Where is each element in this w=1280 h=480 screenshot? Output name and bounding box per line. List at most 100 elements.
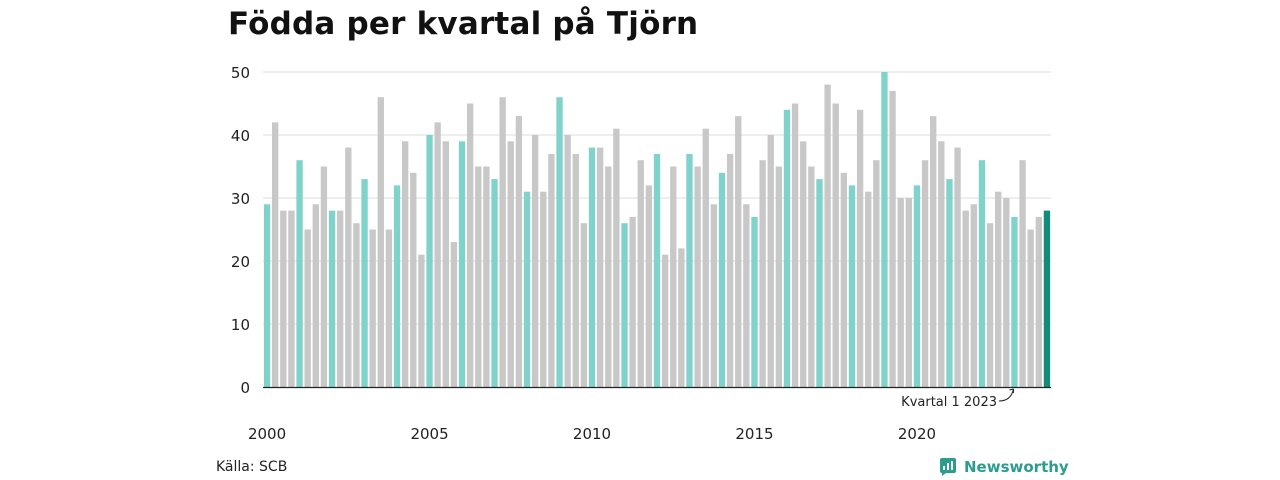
bar bbox=[483, 166, 490, 387]
bar bbox=[759, 160, 766, 387]
bar bbox=[978, 160, 986, 387]
bar bbox=[580, 223, 588, 387]
x-tick-label: 2015 bbox=[735, 425, 773, 443]
bar bbox=[337, 210, 344, 387]
bar bbox=[897, 198, 904, 387]
bar bbox=[491, 179, 498, 387]
bar bbox=[466, 103, 474, 387]
brand-logo[interactable]: Newsworthy bbox=[938, 456, 1069, 478]
bar bbox=[678, 248, 685, 387]
bar bbox=[743, 204, 750, 387]
bar bbox=[515, 116, 523, 387]
bar bbox=[954, 147, 961, 387]
bar bbox=[832, 103, 839, 387]
bar bbox=[865, 191, 872, 387]
bar bbox=[718, 172, 726, 387]
bar bbox=[1003, 198, 1010, 387]
bar bbox=[905, 198, 913, 387]
bar bbox=[808, 166, 815, 387]
bar bbox=[735, 116, 742, 387]
bar bbox=[791, 103, 799, 387]
bar bbox=[1043, 210, 1051, 387]
bar bbox=[385, 229, 393, 387]
bar bbox=[588, 147, 596, 387]
bar bbox=[605, 166, 612, 387]
bar bbox=[1011, 216, 1018, 387]
bar bbox=[312, 204, 319, 387]
bar bbox=[426, 135, 433, 387]
x-tick-label: 2020 bbox=[898, 425, 936, 443]
bar bbox=[1019, 160, 1026, 387]
annotation-arrowhead bbox=[1009, 388, 1014, 393]
bar bbox=[783, 109, 791, 388]
bar bbox=[873, 160, 880, 387]
chart-title: Födda per kvartal på Tjörn bbox=[228, 6, 699, 42]
bar bbox=[1035, 216, 1042, 387]
bar bbox=[548, 153, 555, 387]
bar bbox=[889, 90, 896, 388]
bar bbox=[320, 166, 328, 387]
annotation-arrow bbox=[998, 388, 1014, 402]
bar bbox=[637, 160, 644, 387]
bar bbox=[710, 204, 718, 387]
bar bbox=[840, 172, 848, 387]
bar bbox=[353, 223, 360, 387]
bar bbox=[816, 179, 823, 387]
y-tick-label: 20 bbox=[231, 253, 250, 271]
annotation-label: Kvartal 1 2023 bbox=[901, 395, 997, 410]
bar bbox=[442, 141, 449, 387]
y-tick-label: 30 bbox=[231, 190, 250, 208]
bar bbox=[913, 185, 921, 387]
bar bbox=[645, 185, 653, 387]
bar bbox=[946, 179, 953, 387]
newsworthy-logo-icon bbox=[940, 458, 956, 476]
source-label: Källa: SCB bbox=[216, 459, 288, 475]
bar bbox=[531, 135, 539, 387]
bar bbox=[653, 153, 661, 387]
brand-name: Newsworthy bbox=[964, 458, 1069, 476]
bar bbox=[995, 191, 1002, 387]
y-tick-label: 50 bbox=[231, 64, 250, 82]
bar bbox=[970, 204, 977, 387]
bar bbox=[800, 141, 807, 387]
y-tick-label: 40 bbox=[231, 127, 250, 145]
bar bbox=[572, 153, 579, 387]
bar bbox=[450, 242, 458, 387]
bar bbox=[596, 147, 604, 387]
bar bbox=[328, 210, 336, 387]
bar bbox=[369, 229, 376, 387]
y-tick-label: 10 bbox=[231, 316, 250, 334]
bar bbox=[848, 185, 856, 387]
bar bbox=[621, 223, 628, 387]
bar bbox=[702, 128, 709, 387]
bar bbox=[767, 135, 774, 387]
bar bbox=[726, 153, 734, 387]
bar bbox=[263, 204, 271, 387]
bar bbox=[418, 254, 425, 387]
bar bbox=[377, 97, 384, 387]
bar bbox=[410, 172, 417, 387]
bar bbox=[296, 160, 303, 387]
bar bbox=[661, 254, 669, 387]
bar bbox=[540, 191, 547, 387]
x-tick-label: 2000 bbox=[248, 425, 286, 443]
bar bbox=[881, 72, 888, 387]
bar bbox=[345, 147, 352, 387]
bar bbox=[564, 135, 571, 387]
bar bbox=[775, 166, 783, 387]
bar bbox=[280, 210, 287, 387]
x-tick-label: 2005 bbox=[410, 425, 448, 443]
bar bbox=[434, 122, 441, 388]
bar bbox=[856, 109, 864, 388]
bar bbox=[986, 223, 994, 387]
bar bbox=[475, 166, 482, 387]
bar bbox=[556, 97, 563, 387]
x-tick-label: 2010 bbox=[573, 425, 611, 443]
bar bbox=[938, 141, 945, 387]
bar bbox=[401, 141, 409, 387]
bar bbox=[393, 185, 401, 387]
bar bbox=[304, 229, 311, 387]
bar bbox=[361, 179, 368, 387]
